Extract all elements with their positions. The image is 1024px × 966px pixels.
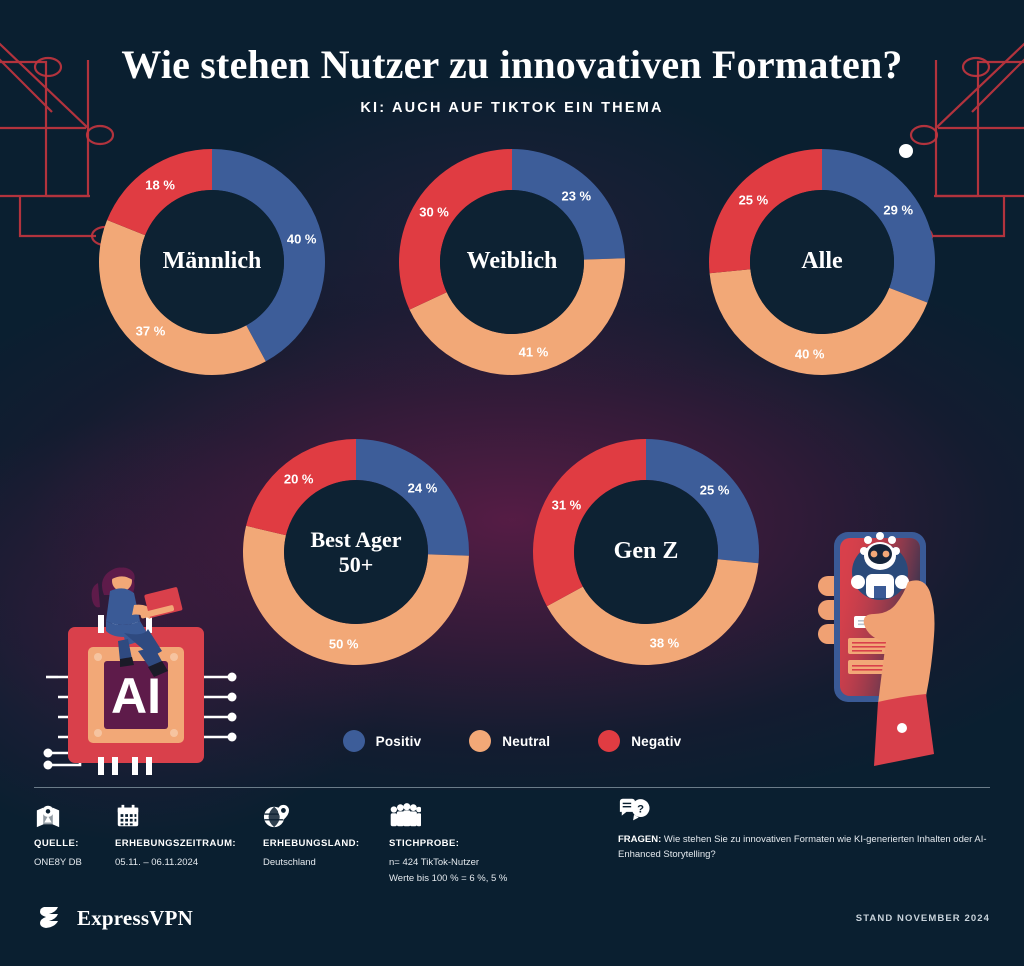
svg-text:AI: AI: [111, 668, 161, 724]
donut-hole: [440, 190, 584, 334]
meta-quelle-value: ONE8Y DB: [34, 857, 82, 868]
donut-svg: [99, 149, 326, 375]
meta-stichprobe-title: STICHPROBE:: [389, 838, 460, 849]
meta-quelle: QUELLE: ONE8Y DB: [34, 803, 106, 871]
legend-label-negativ: Negativ: [631, 733, 682, 749]
header: Wie stehen Nutzer zu innovativen Formate…: [0, 0, 1024, 117]
brand-name: ExpressVPN: [77, 905, 193, 930]
people-group-icon: [390, 803, 421, 827]
donut-chart-gen-z: Gen Z 25 % 38 % 31 %: [532, 438, 760, 666]
donut-svg: [533, 439, 759, 665]
page-title: Wie stehen Nutzer zu innovativen Formate…: [121, 42, 903, 87]
donut-segment-neutral: [409, 258, 625, 375]
donut-chart-best-ager: Best Ager 50+ 24 % 50 % 20 %: [242, 438, 470, 666]
donut-segment-positiv: [822, 149, 935, 303]
meta-zeitraum-title: ERHEBUNGSZEITRAUM:: [115, 838, 237, 849]
donut-segment-neutral: [546, 559, 759, 665]
fragen-text: FRAGEN: Wie stehen Sie zu innovativen Fo…: [618, 832, 1008, 863]
donut-chart-weiblich: Weiblich 23 % 41 % 30 %: [398, 148, 626, 376]
legend-label-positiv: Positiv: [375, 733, 422, 749]
chart-legend: Positiv Neutral Negativ: [0, 730, 1024, 752]
meta-land-title: ERHEBUNGSLAND:: [263, 838, 360, 849]
donut-svg: [709, 149, 935, 375]
footer-divider: [34, 787, 990, 788]
page-subtitle: KI: AUCH AUF TIKTOK EIN THEMA: [360, 100, 664, 116]
donut-hole: [284, 480, 428, 624]
brand-logo[interactable]: ExpressVPN: [36, 903, 193, 933]
meta-stichprobe: STICHPROBE: n= 424 TikTok-Nutzer Werte b…: [389, 803, 559, 886]
donut-hole: [140, 190, 284, 334]
meta-land-value: Deutschland: [263, 857, 316, 868]
donut-chart-maennlich: Männlich 40 % 37 % 18 %: [98, 148, 326, 376]
donut-svg: [399, 149, 625, 375]
donut-segment-negativ: [107, 149, 212, 236]
donut-chart-alle: Alle 29 % 40 % 25 %: [708, 148, 936, 376]
calendar-icon: [117, 804, 139, 827]
meta-stichprobe-value-2: Werte bis 100 % = 6 %, 5 %: [389, 872, 508, 884]
meta-stichprobe-value-1: n= 424 TikTok-Nutzer: [389, 857, 480, 868]
donut-segment-positiv: [212, 149, 326, 362]
meta-zeitraum: ERHEBUNGSZEITRAUM: 05.11. – 06.11.2024: [115, 803, 245, 871]
meta-quelle-title: QUELLE:: [34, 838, 79, 849]
donut-segment-positiv: [646, 439, 759, 564]
source-map-icon: [36, 805, 60, 828]
donut-segment-negativ: [399, 149, 512, 310]
legend-label-neutral: Neutral: [502, 733, 551, 749]
meta-zeitraum-value: 05.11. – 06.11.2024: [115, 857, 199, 868]
donut-segment-positiv: [512, 149, 625, 260]
svg-text:?: ?: [637, 803, 644, 815]
fragen-label: FRAGEN:: [618, 834, 662, 845]
donut-hole: [750, 190, 894, 334]
donut-svg: [242, 439, 469, 666]
donut-segment-neutral: [242, 525, 469, 666]
legend-swatch-positiv: [342, 730, 365, 752]
legend-item-positiv: Positiv: [342, 730, 422, 752]
legend-item-negativ: Negativ: [598, 730, 681, 752]
donut-segment-neutral: [709, 269, 928, 375]
globe-pin-icon: [263, 804, 289, 828]
expressvpn-logo-icon: [40, 907, 58, 928]
chat-question-icon: ?: [619, 798, 650, 821]
meta-fragen: ? FRAGEN: Wie stehen Sie zu innovativen …: [618, 797, 1008, 863]
donut-segment-neutral: [99, 220, 266, 375]
meta-land: ERHEBUNGSLAND: Deutschland: [263, 803, 373, 871]
donut-segment-negativ: [709, 149, 822, 274]
donut-segment-positiv: [356, 439, 469, 556]
donut-hole: [574, 480, 718, 624]
legend-swatch-neutral: [469, 730, 492, 752]
legend-item-neutral: Neutral: [469, 730, 550, 752]
donut-segment-negativ: [533, 439, 646, 607]
stand-date: STAND NOVEMBER 2024: [855, 913, 990, 924]
fragen-body: Wie stehen Sie zu innovativen Formaten w…: [618, 834, 987, 861]
legend-swatch-negativ: [598, 730, 621, 752]
donut-segment-negativ: [246, 439, 356, 536]
